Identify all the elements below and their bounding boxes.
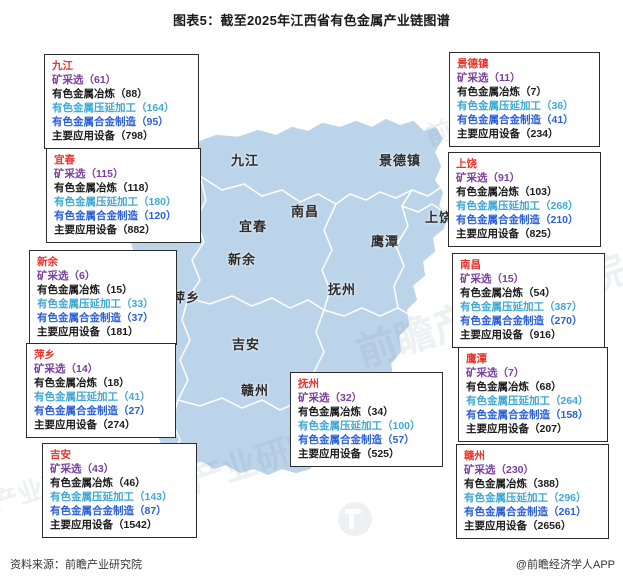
city-card-shangrao[interactable]: 上饶 矿采选（91） 有色金属冶炼（103） 有色金属压延加工（268） 有色金… <box>448 152 601 247</box>
row-mining: 矿采选（6） <box>37 270 96 282</box>
city-card-title: 鹰潭 <box>466 353 487 365</box>
row-mining: 矿采选（115） <box>54 168 124 180</box>
city-card-yichun[interactable]: 宜春 矿采选（115） 有色金属冶炼（118） 有色金属压延加工（180） 有色… <box>46 148 201 243</box>
city-card-title: 抚州 <box>298 378 319 390</box>
city-card-jingdezhen[interactable]: 景德镇 矿采选（11） 有色金属冶炼（7） 有色金属压延加工（36） 有色金属合… <box>449 52 600 147</box>
row-alloy: 有色金属合金制造（41） <box>457 114 574 126</box>
row-smelting: 有色金属冶炼（15） <box>37 284 133 296</box>
row-smelting: 有色金属冶炼（54） <box>460 287 556 299</box>
row-rolling: 有色金属压延加工（387） <box>460 301 583 313</box>
map-label-jingdezhen: 景德镇 <box>379 153 422 168</box>
row-alloy: 有色金属合金制造（37） <box>37 312 154 324</box>
row-mining: 矿采选（91） <box>456 172 521 184</box>
row-equipment: 主要应用设备（1542） <box>50 519 158 531</box>
row-alloy: 有色金属合金制造（95） <box>52 116 169 128</box>
row-equipment: 主要应用设备（525） <box>298 448 400 460</box>
map-label-jian: 吉安 <box>232 337 261 352</box>
watermark-logo-icon <box>338 502 372 536</box>
row-alloy: 有色金属合金制造（210） <box>456 214 579 226</box>
city-card-xinyu[interactable]: 新余 矿采选（6） 有色金属冶炼（15） 有色金属压延加工（33） 有色金属合金… <box>29 250 177 345</box>
city-card-title: 吉安 <box>50 449 71 461</box>
city-card-title: 新余 <box>37 256 58 268</box>
row-rolling: 有色金属压延加工（296） <box>464 492 587 504</box>
city-card-title: 萍乡 <box>34 349 55 361</box>
city-card-jian[interactable]: 吉安 矿采选（43） 有色金属冶炼（46） 有色金属压延加工（143） 有色金属… <box>42 443 197 538</box>
row-equipment: 主要应用设备（234） <box>457 128 559 140</box>
row-equipment: 主要应用设备（825） <box>456 228 558 240</box>
row-mining: 矿采选（7） <box>466 367 525 379</box>
map-label-xinyu: 新余 <box>228 252 257 267</box>
city-card-fuzhou[interactable]: 抚州 矿采选（32） 有色金属冶炼（34） 有色金属压延加工（100） 有色金属… <box>290 372 443 467</box>
row-smelting: 有色金属冶炼（7） <box>457 86 547 98</box>
row-rolling: 有色金属压延加工（180） <box>54 196 177 208</box>
row-equipment: 主要应用设备（2656） <box>464 520 572 532</box>
row-smelting: 有色金属冶炼（118） <box>54 182 155 194</box>
row-smelting: 有色金属冶炼（68） <box>466 381 562 393</box>
map-label-yingtan: 鹰潭 <box>371 234 400 249</box>
city-card-yingtan[interactable]: 鹰潭 矿采选（7） 有色金属冶炼（68） 有色金属压延加工（264） 有色金属合… <box>458 347 608 442</box>
row-equipment: 主要应用设备（916） <box>460 329 562 341</box>
app-credit: @前瞻经济学人APP <box>515 559 615 571</box>
row-alloy: 有色金属合金制造（270） <box>460 315 583 327</box>
row-mining: 矿采选（15） <box>460 273 525 285</box>
city-card-title: 赣州 <box>464 450 485 462</box>
source-note: 资料来源：前瞻产业研究院 <box>10 559 142 571</box>
row-rolling: 有色金属压延加工（41） <box>34 391 151 403</box>
row-alloy: 有色金属合金制造（57） <box>298 434 415 446</box>
row-smelting: 有色金属冶炼（34） <box>298 406 394 418</box>
city-card-title: 南昌 <box>460 259 481 271</box>
row-equipment: 主要应用设备（207） <box>466 423 568 435</box>
city-card-ganzhou[interactable]: 赣州 矿采选（230） 有色金属冶炼（388） 有色金属压延加工（296） 有色… <box>456 444 609 539</box>
map-label-yichun: 宜春 <box>239 219 268 234</box>
row-smelting: 有色金属冶炼（46） <box>50 477 146 489</box>
row-rolling: 有色金属压延加工（100） <box>298 420 421 432</box>
row-equipment: 主要应用设备（181） <box>37 326 139 338</box>
row-smelting: 有色金属冶炼（388） <box>464 478 566 490</box>
row-mining: 矿采选（11） <box>457 72 521 84</box>
city-card-title: 宜春 <box>54 154 75 166</box>
row-mining: 矿采选（61） <box>52 74 117 86</box>
row-mining: 矿采选（230） <box>464 464 535 476</box>
row-mining: 矿采选（32） <box>298 392 363 404</box>
row-smelting: 有色金属冶炼（18） <box>34 377 130 389</box>
city-card-nanchang[interactable]: 南昌 矿采选（15） 有色金属冶炼（54） 有色金属压延加工（387） 有色金属… <box>452 253 605 348</box>
row-mining: 矿采选（43） <box>50 463 115 475</box>
map-label-nanchang: 南昌 <box>291 204 320 219</box>
row-equipment: 主要应用设备（882） <box>54 224 156 236</box>
row-alloy: 有色金属合金制造（261） <box>464 506 587 518</box>
city-card-title: 上饶 <box>456 158 477 170</box>
row-alloy: 有色金属合金制造（120） <box>54 210 177 222</box>
map-label-jiujiang: 九江 <box>231 153 260 168</box>
row-equipment: 主要应用设备（274） <box>34 419 136 431</box>
row-rolling: 有色金属压延加工（164） <box>52 102 175 114</box>
city-card-title: 九江 <box>52 60 73 72</box>
row-rolling: 有色金属压延加工（268） <box>456 200 579 212</box>
row-alloy: 有色金属合金制造（27） <box>34 405 151 417</box>
footer-divider <box>0 545 623 546</box>
row-rolling: 有色金属压延加工（143） <box>50 491 173 503</box>
map-label-shangrao: 上饶 <box>425 210 454 225</box>
city-card-title: 景德镇 <box>457 58 489 70</box>
row-alloy: 有色金属合金制造（87） <box>50 505 167 517</box>
map-label-fuzhou: 抚州 <box>328 282 357 297</box>
row-rolling: 有色金属压延加工（264） <box>466 395 589 407</box>
map-label-ganzhou: 赣州 <box>241 383 270 398</box>
row-smelting: 有色金属冶炼（103） <box>456 186 558 198</box>
row-mining: 矿采选（14） <box>34 363 99 375</box>
row-alloy: 有色金属合金制造（158） <box>466 409 589 421</box>
row-rolling: 有色金属压延加工（36） <box>457 100 574 112</box>
city-card-jiujiang[interactable]: 九江 矿采选（61） 有色金属冶炼（88） 有色金属压延加工（164） 有色金属… <box>44 54 199 149</box>
row-smelting: 有色金属冶炼（88） <box>52 88 148 100</box>
row-equipment: 主要应用设备（798） <box>52 130 154 142</box>
page-title: 图表5：截至2025年江西省有色金属产业链图谱 <box>172 13 451 28</box>
city-card-pingxiang[interactable]: 萍乡 矿采选（14） 有色金属冶炼（18） 有色金属压延加工（41） 有色金属合… <box>26 343 176 438</box>
row-rolling: 有色金属压延加工（33） <box>37 298 154 310</box>
map-label-pingxiang: 萍乡 <box>172 290 201 305</box>
